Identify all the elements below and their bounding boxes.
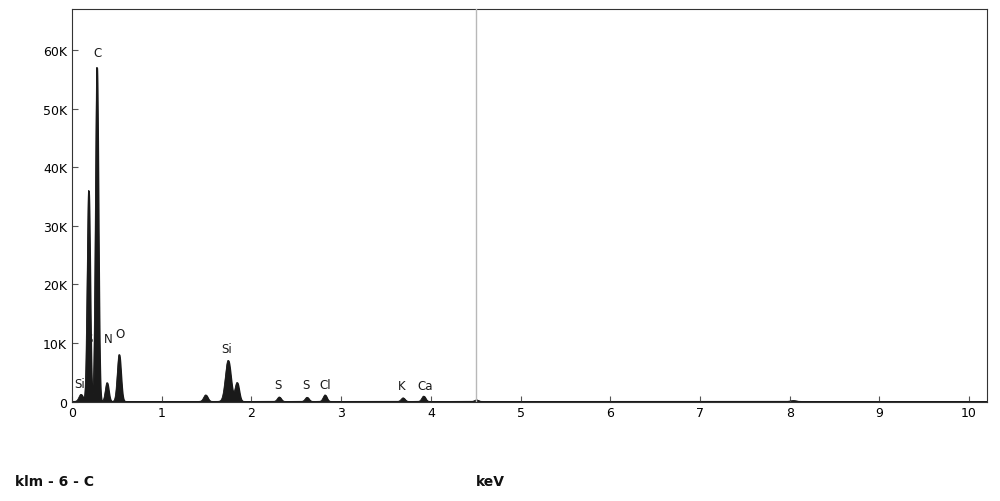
Text: Si: Si	[221, 342, 232, 355]
Text: Si: Si	[75, 377, 85, 390]
Text: K: K	[398, 379, 406, 392]
Text: S: S	[302, 378, 309, 391]
Text: S: S	[274, 378, 282, 391]
Text: klm - 6 - C: klm - 6 - C	[15, 474, 94, 488]
Text: Ca: Ca	[418, 379, 433, 392]
Text: N: N	[104, 333, 112, 346]
Text: Cl: Cl	[319, 378, 331, 391]
Text: O: O	[116, 328, 125, 340]
Text: C: C	[93, 47, 102, 60]
Text: S: S	[85, 333, 93, 346]
Text: keV: keV	[476, 474, 505, 488]
